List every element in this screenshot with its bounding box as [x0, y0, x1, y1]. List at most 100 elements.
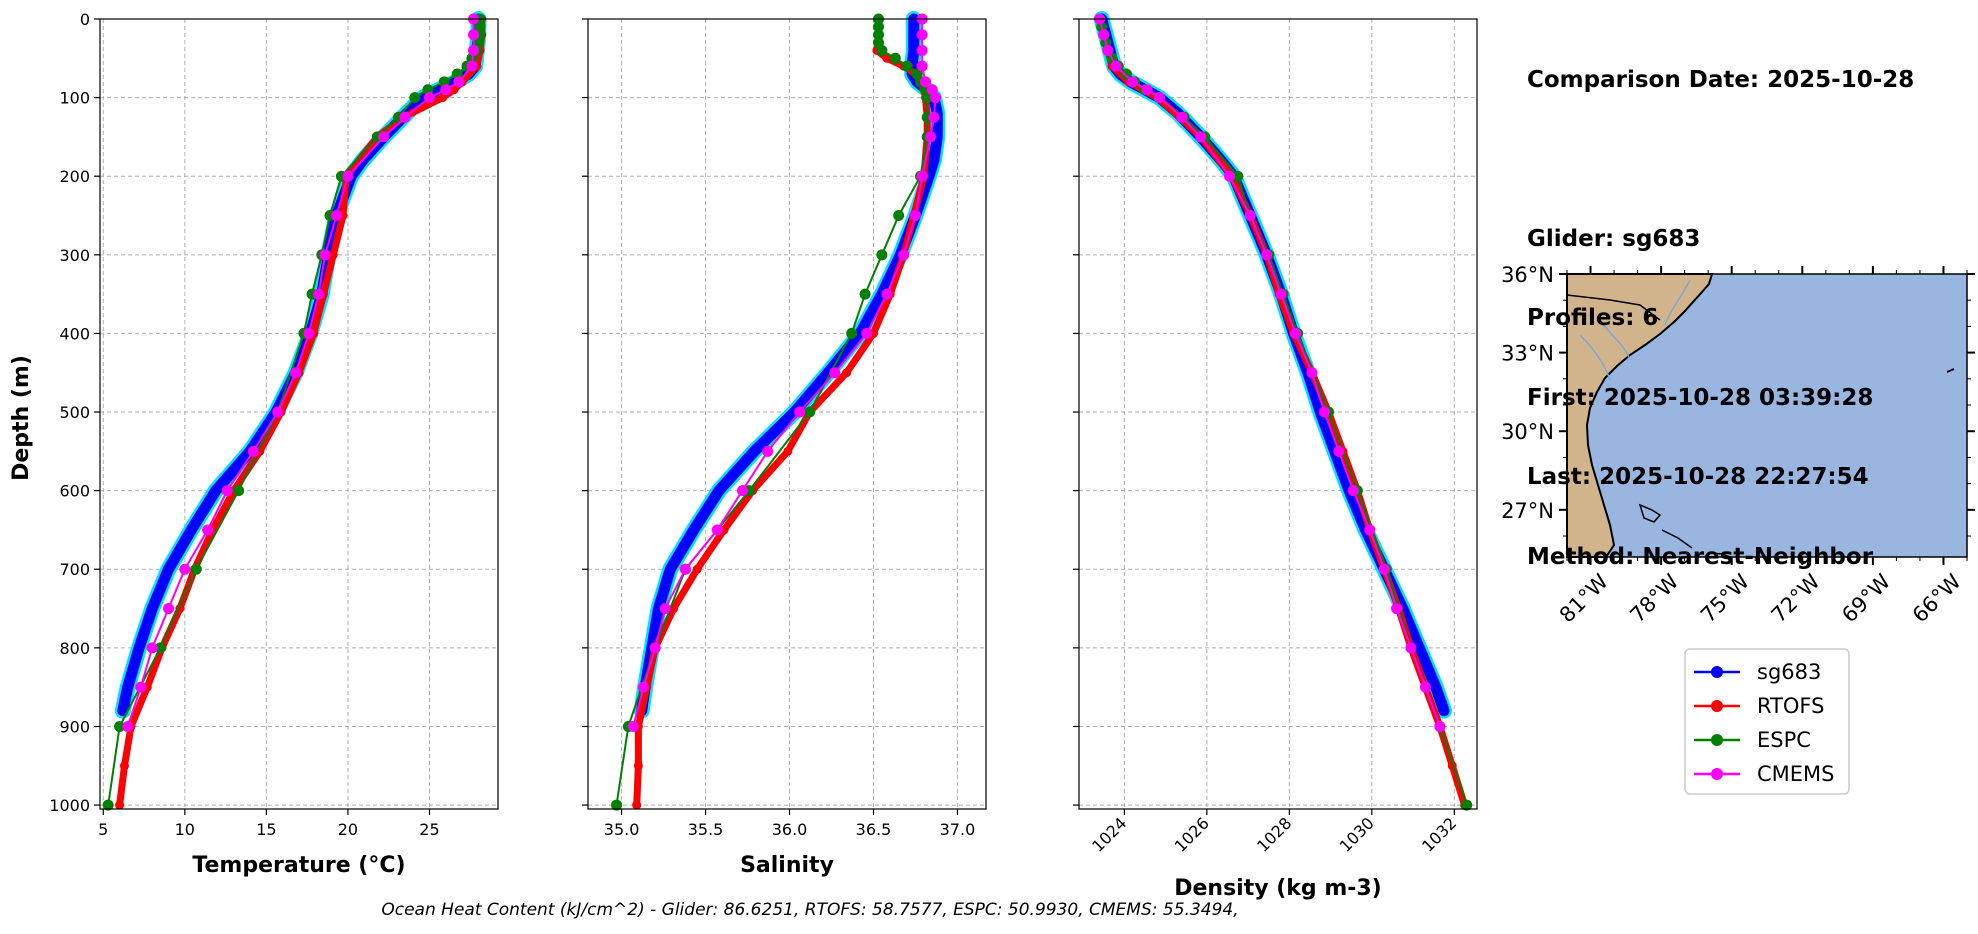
- espc-point: [611, 799, 623, 811]
- espc-point: [1120, 68, 1132, 80]
- cmems-point: [1306, 367, 1318, 379]
- cmems-point: [466, 60, 478, 72]
- cmems-point: [1434, 720, 1446, 732]
- y-tick-label: 200: [59, 167, 90, 186]
- espc-point: [804, 406, 816, 418]
- cmems-point: [1378, 563, 1390, 575]
- rtofs-point: [449, 85, 459, 95]
- last-profile-time: Last: 2025-10-28 22:27:54: [1527, 464, 1869, 490]
- cmems-point: [1275, 288, 1287, 300]
- rtofs-point: [115, 800, 125, 810]
- cmems-point: [659, 603, 671, 615]
- rtofs-point: [783, 446, 793, 456]
- cmems-point: [916, 60, 928, 72]
- cmems-point: [1127, 76, 1139, 88]
- cmems-point: [378, 131, 390, 143]
- cmems-point: [711, 524, 723, 536]
- map-river: [1599, 319, 1631, 361]
- x-tick-label: 5: [98, 820, 108, 839]
- cmems-point: [1244, 210, 1256, 222]
- x-axis-label: Density (kg m-3): [1174, 876, 1382, 901]
- cmems-point: [468, 44, 480, 56]
- cmems-point: [1098, 29, 1110, 41]
- cmems-point: [423, 92, 435, 104]
- x-axis-label: Temperature (°C): [192, 853, 405, 878]
- comparison-date: Comparison Date: 2025-10-28: [1527, 67, 1915, 93]
- cmems-profile-line: [1098, 18, 1441, 727]
- first-profile-time: First: 2025-10-28 03:39:28: [1527, 384, 1874, 411]
- rtofs-point: [119, 761, 129, 771]
- map-lat-label: 36°N: [1501, 263, 1554, 287]
- legend-swatch-marker: [1711, 700, 1723, 712]
- cmems-point: [399, 111, 411, 123]
- cmems-point: [762, 445, 774, 457]
- cmems-point: [637, 681, 649, 693]
- legend-label: CMEMS: [1757, 762, 1835, 786]
- map-land-southeast-us: [1566, 273, 1714, 558]
- espc-point: [190, 563, 202, 575]
- profile-count: Profiles: 6: [1527, 305, 1659, 331]
- y-tick-label: 600: [59, 482, 90, 501]
- y-tick-label: 1000: [49, 796, 90, 815]
- cmems-point: [916, 44, 928, 56]
- cmems-point: [909, 210, 921, 222]
- y-tick-label: 300: [59, 246, 90, 265]
- x-tick-label: 10: [175, 820, 195, 839]
- cmems-point: [1261, 249, 1273, 261]
- espc-point: [876, 249, 888, 261]
- profile-panel-1: 0 100 200 300 400 500 600 700 800 900 1000 5 10 15 20 2…: [9, 10, 499, 878]
- axes-frame: [1078, 18, 1478, 810]
- cmems-point: [319, 249, 331, 261]
- espc-point: [859, 288, 871, 300]
- interpolation-method: Method: Nearest-Neighbor: [1527, 543, 1874, 570]
- cmems-point: [453, 76, 465, 88]
- cmems-point: [1290, 327, 1302, 339]
- map-bermuda: [1946, 368, 1955, 373]
- rtofs-point: [438, 93, 448, 103]
- cmems-point: [468, 29, 480, 41]
- cmems-profile-line: [632, 19, 937, 727]
- cmems-point: [794, 406, 806, 418]
- legend-swatch-marker: [1711, 768, 1723, 780]
- espc-point: [1461, 799, 1473, 811]
- espc-point: [409, 92, 421, 104]
- legend-label: sg683: [1757, 660, 1821, 684]
- map-frame: [1566, 273, 1968, 558]
- cmems-point: [1347, 485, 1359, 497]
- legend-label: RTOFS: [1757, 694, 1824, 718]
- espc-point: [154, 642, 166, 654]
- cmems-point: [898, 249, 910, 261]
- cmems-point: [649, 642, 661, 654]
- cmems-point: [179, 563, 191, 575]
- espc-point: [873, 21, 885, 33]
- cmems-point: [1110, 60, 1122, 72]
- cmems-point: [221, 485, 233, 497]
- map-lat-label: 27°N: [1501, 499, 1554, 523]
- cmems-point: [916, 29, 928, 41]
- cmems-point: [1318, 406, 1330, 418]
- y-tick-label: 100: [59, 89, 90, 108]
- map-bahamas: [1661, 529, 1693, 549]
- glider-location-map: 36°N33°N30°N27°N81°W 78°W 75°W 72°W 69°W 66°W: [1501, 263, 1975, 627]
- y-tick-label: 0: [80, 10, 90, 29]
- x-tick-label: 1032: [1418, 814, 1460, 856]
- cmems-point: [627, 720, 639, 732]
- ocean-heat-content-caption: Ocean Heat Content (kJ/cm^2) - Glider: 8…: [381, 900, 1239, 920]
- profile-panel-2: 35.0 35.5 36.0 36.5 37.0 Salinity: [582, 11, 987, 878]
- espc-point: [114, 720, 126, 732]
- map-lat-label: 33°N: [1501, 342, 1554, 366]
- cmems-point: [1364, 524, 1376, 536]
- legend-label: ESPC: [1757, 728, 1811, 752]
- espc-point: [233, 485, 245, 497]
- rtofs-point: [328, 250, 338, 260]
- cmems-point: [829, 367, 841, 379]
- espc-point: [921, 92, 933, 104]
- cmems-point: [146, 642, 158, 654]
- x-tick-label: 20: [338, 820, 358, 839]
- espc-point: [876, 44, 888, 56]
- cmems-point: [920, 76, 932, 88]
- espc-point: [889, 52, 901, 64]
- cmems-point: [313, 288, 325, 300]
- cmems-point: [202, 524, 214, 536]
